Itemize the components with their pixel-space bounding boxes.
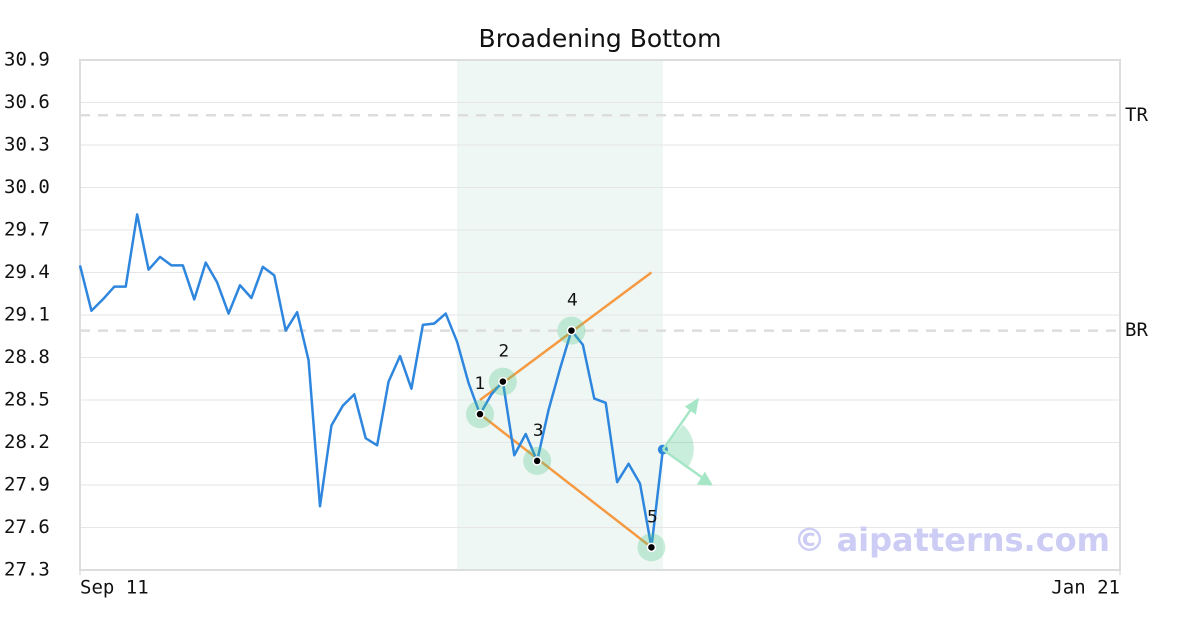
y-tick-label: 28.5 bbox=[4, 389, 50, 411]
level-label: TR bbox=[1125, 104, 1148, 126]
direction-wedge bbox=[662, 424, 694, 469]
y-tick-label: 30.6 bbox=[4, 91, 50, 113]
y-tick-label: 29.4 bbox=[4, 261, 50, 283]
pattern-label: 3 bbox=[533, 421, 544, 441]
trend-line bbox=[479, 271, 653, 402]
pattern-label: 1 bbox=[475, 374, 486, 394]
y-tick-label: 27.6 bbox=[4, 516, 50, 538]
x-tick-label: Jan 21 bbox=[1051, 577, 1120, 599]
pattern-label: 4 bbox=[567, 291, 578, 311]
y-tick-label: 28.8 bbox=[4, 346, 50, 368]
x-tick-label: Sep 11 bbox=[80, 577, 149, 599]
pattern-point bbox=[566, 325, 577, 336]
pattern-label: 5 bbox=[647, 507, 658, 527]
y-tick-label: 29.7 bbox=[4, 219, 50, 241]
level-label: BR bbox=[1125, 319, 1148, 341]
price-line bbox=[78, 213, 665, 549]
plot-frame bbox=[79, 59, 1121, 571]
y-tick-label: 29.1 bbox=[4, 304, 50, 326]
pattern-point bbox=[475, 409, 485, 419]
watermark: © aipatterns.com bbox=[793, 521, 1110, 559]
y-tick-label: 30.9 bbox=[4, 49, 50, 71]
arrow-head bbox=[696, 471, 713, 486]
trend-line bbox=[479, 413, 653, 549]
y-tick-label: 27.9 bbox=[4, 474, 50, 496]
pattern-point bbox=[498, 376, 508, 387]
y-tick-label: 30.3 bbox=[4, 134, 50, 156]
arrow-head bbox=[684, 397, 699, 415]
y-tick-label: 30.0 bbox=[4, 176, 50, 198]
y-tick-label: 27.3 bbox=[4, 559, 50, 581]
chart-title: Broadening Bottom bbox=[479, 24, 722, 53]
pattern-point bbox=[532, 456, 542, 466]
pattern-point bbox=[646, 542, 657, 553]
y-tick-label: 28.2 bbox=[4, 431, 50, 453]
pattern-label: 2 bbox=[498, 342, 509, 362]
